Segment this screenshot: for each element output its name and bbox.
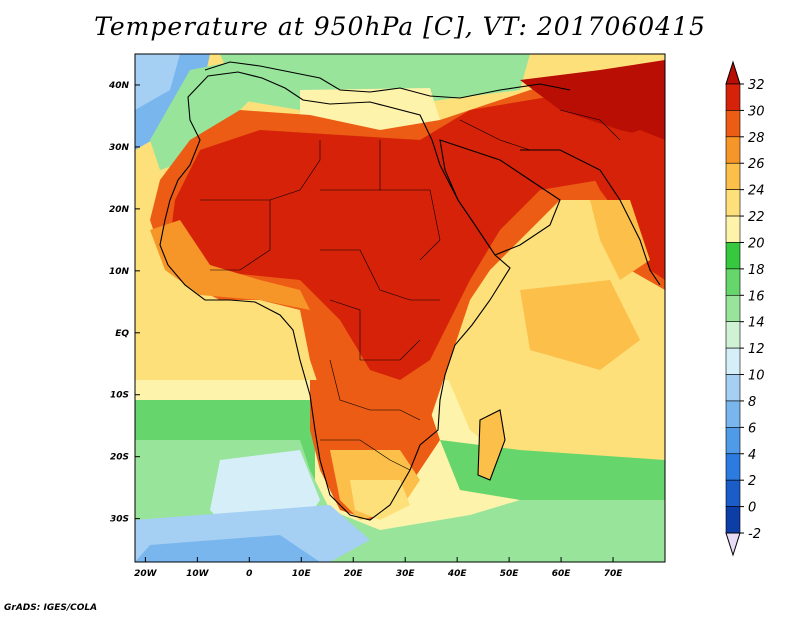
border-line xyxy=(320,439,411,471)
colorbar-segment xyxy=(725,453,741,481)
colorbar-segment xyxy=(725,162,741,190)
colorbar-segment xyxy=(725,479,741,507)
colorbar-tick-label: 10 xyxy=(748,369,765,384)
coastlines xyxy=(159,61,661,521)
colorbar-segment xyxy=(725,242,741,270)
lat-tick-label: 20S xyxy=(110,453,129,463)
iberia-green xyxy=(150,60,250,170)
border-line xyxy=(380,189,441,261)
west-africa-coast xyxy=(150,220,310,310)
europe-north-green xyxy=(300,55,530,80)
lon-tick-label: 70E xyxy=(604,569,624,579)
lat-tick-label: 10N xyxy=(109,267,130,277)
colorbar-segment xyxy=(725,294,741,323)
colorbar-tick-label: 12 xyxy=(748,342,765,357)
lat-tick-label: EQ xyxy=(115,329,129,339)
colorbar-segment xyxy=(725,506,741,534)
colorbar-segment xyxy=(725,215,741,243)
longitude-ticks: 20W 10W 0 10E 20E 30E 40E 50E 60E 70E xyxy=(134,557,623,579)
colorbar-segment xyxy=(725,321,741,349)
lon-tick-label: 60E xyxy=(552,569,572,579)
border-line xyxy=(320,249,440,301)
colorbar-segment xyxy=(725,136,741,164)
colorbar-segment xyxy=(725,189,741,217)
lon-tick-label: 20W xyxy=(134,569,158,579)
colorbar-tick-label: 0 xyxy=(748,501,756,516)
border-line xyxy=(329,359,421,421)
iran-hot xyxy=(520,60,665,140)
colorbar-segment xyxy=(725,374,741,402)
colorbar-top-arrow xyxy=(725,60,741,85)
latitude-ticks: 40N 30N 20N 10N EQ 10S 20S 30S xyxy=(108,81,140,525)
border-line xyxy=(459,119,531,151)
lon-tick-label: 10W xyxy=(186,569,210,579)
country-borders xyxy=(200,109,621,471)
lat-tick-label: 30S xyxy=(110,515,129,525)
colorbar-tick-label: 28 xyxy=(748,131,765,146)
southern-colder-band xyxy=(135,535,320,562)
colorbar-tick-label: 18 xyxy=(748,263,765,278)
mediterranean-pale xyxy=(300,88,440,130)
colorbar-tick-label: 26 xyxy=(748,157,765,172)
colorbar-tick-label: 16 xyxy=(748,289,765,304)
colorbar-tick-label: 32 xyxy=(748,78,765,93)
colorbar-tick-label: 30 xyxy=(748,104,765,119)
south-africa-pale xyxy=(350,480,410,520)
lon-tick-label: 0 xyxy=(246,569,252,579)
arabian-sea-warm-patch xyxy=(520,280,640,370)
colorbar-tick-label: -2 xyxy=(748,527,761,542)
colorbar-tick-label: 8 xyxy=(748,395,756,410)
map-frame xyxy=(134,53,666,563)
colorbar-tick-label: 24 xyxy=(748,184,765,199)
lat-tick-label: 30N xyxy=(109,143,130,153)
lat-tick-label: 10S xyxy=(110,391,129,401)
lon-tick-label: 40E xyxy=(447,569,468,579)
lon-tick-label: 30E xyxy=(396,569,416,579)
madagascar xyxy=(478,410,505,480)
colorbar-segment xyxy=(725,83,741,111)
colorbar-tick-label: 4 xyxy=(748,448,756,463)
lat-tick-label: 20N xyxy=(109,205,130,215)
border-line xyxy=(200,140,321,201)
grads-credit: GrADS: IGES/COLA xyxy=(4,603,98,613)
africa-coastline xyxy=(159,71,511,521)
colorbar-tick-label: 22 xyxy=(748,210,765,225)
border-line xyxy=(329,299,421,361)
chart-title: Temperature at 950hPa [C], VT: 201706041… xyxy=(94,12,706,41)
colorbar-tick-label: 6 xyxy=(748,421,756,436)
madagascar-coastline xyxy=(477,409,506,481)
lon-tick-label: 50E xyxy=(500,569,520,579)
india-south-cooler xyxy=(590,200,650,280)
lon-tick-label: 10E xyxy=(292,569,312,579)
europe-coastline xyxy=(204,61,571,99)
colorbar-segment xyxy=(725,427,741,455)
temperature-field xyxy=(135,54,665,562)
colorbar-segment xyxy=(725,347,741,375)
lon-tick-label: 20E xyxy=(344,569,364,579)
border-line xyxy=(559,109,621,141)
sahara-arabia-hot xyxy=(170,80,665,380)
colorbar-segment xyxy=(725,400,741,428)
arabia-coastline xyxy=(439,139,561,256)
colorbar-tick-label: 14 xyxy=(748,316,765,331)
border-line xyxy=(210,200,271,271)
asia-coastline xyxy=(520,149,661,286)
colorbar-tick-label: 20 xyxy=(748,236,765,251)
colorbar-bottom-arrow xyxy=(725,532,741,557)
north-atlantic-light-blue xyxy=(135,54,180,110)
colorbar-tick-label: 2 xyxy=(748,474,756,489)
colorbar-segment xyxy=(725,268,741,296)
lat-tick-label: 40N xyxy=(108,81,130,91)
colorbar-segment xyxy=(725,110,741,138)
